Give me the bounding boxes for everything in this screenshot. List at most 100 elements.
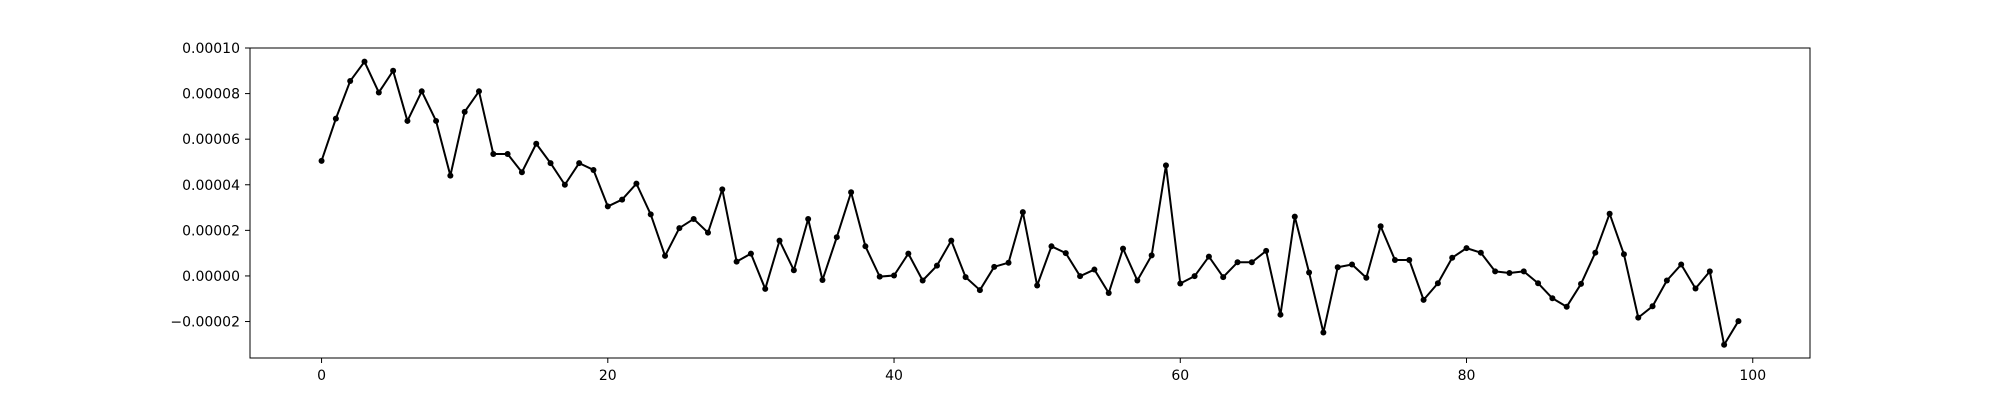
x-tick-label: 60 <box>1171 368 1189 384</box>
data-point <box>461 108 468 115</box>
series-layer <box>318 58 1742 348</box>
x-tick-label: 100 <box>1739 368 1766 384</box>
data-point <box>1520 268 1527 275</box>
data-point <box>933 262 940 269</box>
data-point <box>1420 296 1427 303</box>
data-point <box>1248 259 1255 266</box>
data-point <box>1649 303 1656 310</box>
data-point <box>1449 254 1456 261</box>
data-point <box>533 140 540 147</box>
y-tick-label: −0.00002 <box>170 315 240 331</box>
y-tick-label: 0.00008 <box>182 87 240 103</box>
data-point <box>490 150 497 157</box>
data-point <box>805 215 812 222</box>
data-point <box>1663 277 1670 284</box>
plot-area <box>250 48 1810 358</box>
y-tick-label: 0.00010 <box>182 41 240 57</box>
data-point <box>1563 303 1570 310</box>
data-point <box>1134 277 1141 284</box>
data-point <box>1005 259 1012 266</box>
data-point <box>332 115 339 122</box>
data-point <box>1391 256 1398 263</box>
y-tick-label: 0.00002 <box>182 223 240 239</box>
data-point <box>433 117 440 124</box>
data-point <box>1692 285 1699 292</box>
data-point <box>590 166 597 173</box>
data-point <box>1620 251 1627 258</box>
data-point <box>1506 269 1513 276</box>
data-point <box>1549 295 1556 302</box>
data-point <box>733 258 740 265</box>
data-point <box>662 252 669 259</box>
data-point <box>762 285 769 292</box>
data-point <box>690 215 697 222</box>
data-point <box>747 250 754 257</box>
data-point <box>991 263 998 270</box>
data-point <box>819 277 826 284</box>
data-point <box>962 274 969 281</box>
data-point <box>1721 341 1728 348</box>
data-point <box>633 180 640 187</box>
data-point <box>318 157 325 164</box>
data-point <box>347 78 354 85</box>
data-point <box>390 67 397 74</box>
data-point <box>1177 280 1184 287</box>
data-point <box>1706 268 1713 275</box>
plot-background <box>250 48 1810 358</box>
data-point <box>475 88 482 95</box>
data-point <box>1434 280 1441 287</box>
data-point <box>1091 266 1098 273</box>
data-point <box>619 196 626 203</box>
data-point <box>1349 261 1356 268</box>
data-point <box>1578 280 1585 287</box>
data-point <box>976 287 983 294</box>
data-point <box>1406 256 1413 263</box>
data-point <box>1363 274 1370 281</box>
data-point <box>1535 280 1542 287</box>
data-point <box>647 211 654 218</box>
data-point <box>1048 243 1055 250</box>
data-point <box>719 186 726 193</box>
data-point <box>919 277 926 284</box>
data-point <box>1191 273 1198 280</box>
data-point <box>1477 249 1484 256</box>
y-tick-label: 0.00000 <box>182 269 240 285</box>
data-point <box>576 160 583 167</box>
data-point <box>1105 290 1112 297</box>
data-point <box>1205 253 1212 260</box>
data-point <box>561 181 568 188</box>
data-point <box>1077 273 1084 280</box>
y-tick-label: 0.00004 <box>182 178 240 194</box>
data-point <box>375 89 382 96</box>
data-point <box>1263 247 1270 254</box>
data-point <box>1162 162 1169 169</box>
data-point <box>1320 329 1327 336</box>
data-point <box>418 88 425 95</box>
data-point <box>504 150 511 157</box>
x-tick-label: 20 <box>599 368 617 384</box>
data-point <box>1277 311 1284 318</box>
data-point <box>833 234 840 241</box>
axes-frame <box>249 47 1811 359</box>
data-point <box>1220 274 1227 281</box>
series-line <box>320 60 1740 346</box>
data-point <box>1148 252 1155 259</box>
data-point <box>790 267 797 274</box>
data-point <box>1019 209 1026 216</box>
data-point <box>1592 249 1599 256</box>
data-point <box>905 250 912 257</box>
data-point <box>1492 268 1499 275</box>
data-point <box>447 172 454 179</box>
x-tick-label: 80 <box>1458 368 1476 384</box>
data-point <box>1234 259 1241 266</box>
x-tick-label: 40 <box>885 368 903 384</box>
data-point <box>604 203 611 210</box>
data-point <box>1334 264 1341 271</box>
y-tick-label: 0.00006 <box>182 132 240 148</box>
data-point <box>862 243 869 250</box>
axes: 0 20 40 60 80 100 −0.00002 0.00000 0.00002 0.0000… <box>170 41 1811 384</box>
data-point <box>948 237 955 244</box>
data-point <box>1678 261 1685 268</box>
